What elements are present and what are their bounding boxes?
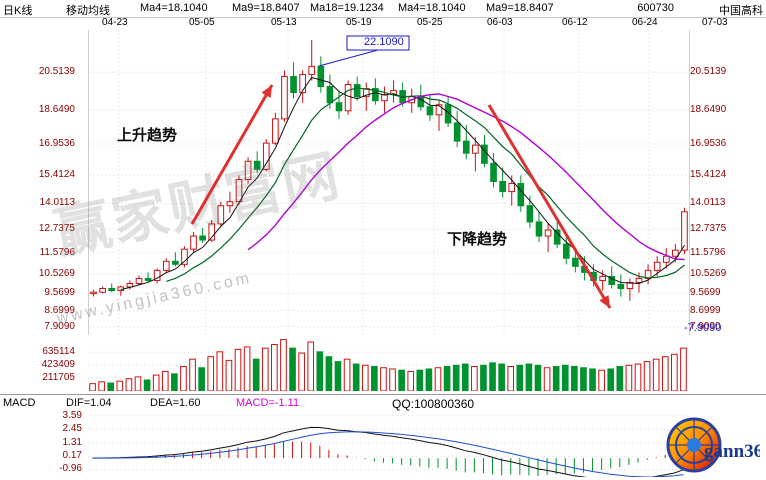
macd-dea-value: DEA=1.60 <box>150 397 201 409</box>
price-tick-label: 9.5699 <box>44 287 75 299</box>
volume-tick-label: 423409 <box>41 359 75 371</box>
kline-label: 日K线 <box>3 5 33 17</box>
macd-title: MACD <box>3 397 36 409</box>
price-tick-label-right: 18.6490 <box>690 103 727 115</box>
ma4-left-value: Ma4=18.1040 <box>140 2 208 14</box>
moving-average-label: 移动均线 <box>66 5 110 17</box>
uptrend-annotation: 上升趋势 <box>117 127 178 144</box>
date-tick: 06-12 <box>562 17 588 28</box>
high-price-tag: 22.1090 <box>364 36 404 48</box>
price-tick-label-right: 14.0113 <box>690 197 726 209</box>
macd-dif-value: DIF=1.04 <box>66 397 112 409</box>
price-tick-label-right: 15.4124 <box>690 169 727 181</box>
price-tick-label-right: 9.5699 <box>690 287 721 299</box>
price-tick-label: 11.5796 <box>39 246 75 258</box>
date-tick: 05-19 <box>346 17 372 28</box>
price-tick-label: 18.6490 <box>38 103 75 115</box>
volume-bars-svg <box>88 339 688 391</box>
price-tick-label-right: 7.9090 <box>690 320 721 332</box>
price-tick-label-right: 8.6999 <box>690 304 721 316</box>
downtrend-annotation: 下降趋势 <box>447 231 508 248</box>
macd-tick-label: 3.59 <box>62 409 82 421</box>
price-tick-label: 20.5139 <box>38 66 75 78</box>
price-tick-label: 7.9090 <box>44 320 75 332</box>
price-tick-label: 12.7375 <box>38 223 75 235</box>
price-tick-label-right: 12.7375 <box>690 223 727 235</box>
date-tick: 06-24 <box>632 17 658 28</box>
price-tick-label: 15.4124 <box>38 169 75 181</box>
volume-pane <box>88 337 688 391</box>
macd-indicator-svg <box>88 415 688 477</box>
date-axis: 04-23 05-05 05-13 05-19 05-25 06-03 06-12 06-24… <box>0 17 766 30</box>
price-tick-label: 8.6999 <box>44 304 75 316</box>
price-tick-label: 16.9536 <box>38 138 75 150</box>
low-price-tag: -7.9090 <box>684 322 722 334</box>
stock-code: 600730 <box>637 2 674 14</box>
date-tick: 07-03 <box>702 17 728 28</box>
date-tick: 05-25 <box>417 17 443 28</box>
date-tick: 05-13 <box>271 17 297 28</box>
volume-tick-label: 635114 <box>42 346 75 358</box>
ma18-value: Ma18=19.1234 <box>310 2 384 14</box>
price-tick-label: 14.0113 <box>39 197 75 209</box>
ma4-right-value: Ma4=18.1040 <box>398 2 466 14</box>
date-tick: 05-05 <box>189 17 215 28</box>
volume-tick-label: 211705 <box>42 372 75 384</box>
price-chart-pane <box>88 30 690 335</box>
logo-text: gann360 <box>704 441 760 462</box>
date-tick: 04-23 <box>102 17 128 28</box>
macd-tick-label: 2.45 <box>62 423 82 435</box>
macd-tick-label: 1.31 <box>62 436 82 448</box>
macd-macd-value: MACD=-1.11 <box>236 397 300 409</box>
stock-name: 中国高科 <box>719 5 763 17</box>
price-tick-label: 10.5269 <box>38 267 75 279</box>
price-tick-label-right: 20.5139 <box>690 66 727 78</box>
price-tick-label-right: 11.5796 <box>690 246 726 258</box>
price-candlestick-svg <box>89 30 689 335</box>
date-tick: 06-03 <box>487 17 513 28</box>
macd-pane: MACD DIF=1.04 DEA=1.60 MACD=-1.11 QQ:100… <box>0 394 766 480</box>
macd-tick-label: -0.96 <box>59 463 82 475</box>
ma9-right-value: Ma9=18.8407 <box>486 2 554 14</box>
price-tick-label-right: 10.5269 <box>690 267 727 279</box>
chart-header: 日K线 移动均线 Ma4=18.1040 Ma9=18.8407 Ma18=19… <box>0 0 766 18</box>
macd-tick-label: 0.17 <box>62 450 82 462</box>
ma9-left-value: Ma9=18.8407 <box>232 2 300 14</box>
qq-text: QQ:100800360 <box>392 397 475 411</box>
price-tick-label-right: 16.9536 <box>690 138 727 150</box>
gann360-logo: gann360 <box>664 417 760 473</box>
